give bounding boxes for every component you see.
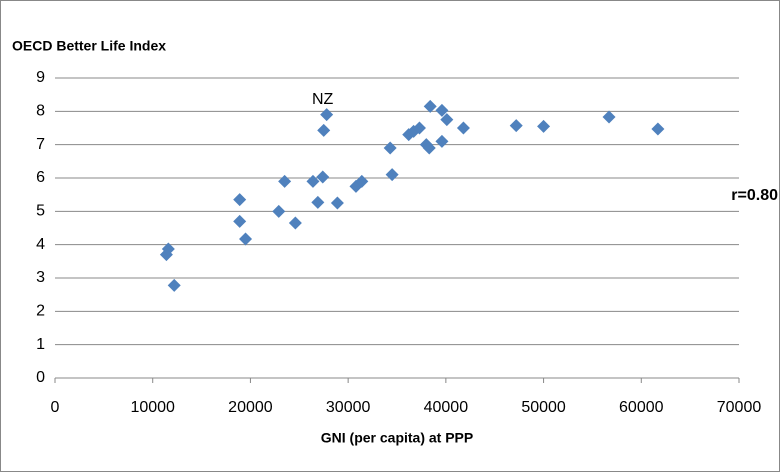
x-tick-label: 60000 (619, 399, 664, 416)
point (385, 168, 399, 182)
y-tick-label: 5 (36, 203, 45, 220)
point (306, 174, 320, 188)
point (316, 170, 330, 184)
y-tick-label: 9 (36, 69, 45, 86)
y-tick-label: 7 (36, 136, 45, 153)
point (311, 195, 325, 209)
point (167, 278, 181, 292)
point (422, 141, 436, 155)
y-tick-label: 3 (36, 269, 45, 286)
y-tick-label: 2 (36, 303, 45, 320)
point (161, 242, 175, 256)
point (288, 216, 302, 230)
point (412, 121, 426, 135)
point (317, 123, 331, 137)
point (537, 119, 551, 133)
point (435, 103, 449, 117)
x-tick-label: 20000 (228, 399, 273, 416)
x-axis-title: GNI (per capita) at PPP (321, 430, 473, 446)
y-tick-label: 4 (36, 236, 45, 253)
point (233, 214, 247, 228)
point (407, 124, 421, 138)
y-tick-label: 1 (36, 336, 45, 353)
x-tick-label: 50000 (521, 399, 566, 416)
point (509, 119, 523, 133)
point (456, 121, 470, 135)
x-tick-label: 0 (51, 399, 60, 416)
y-tick-label: 0 (36, 369, 45, 386)
point (233, 193, 247, 207)
note: r=0.80 (731, 187, 778, 204)
annotation: NZ (312, 91, 334, 108)
chart-title: OECD Better Life Index (12, 38, 166, 54)
point (651, 122, 665, 136)
x-tick-label: 30000 (326, 399, 371, 416)
point (383, 141, 397, 155)
point (239, 232, 253, 246)
point (278, 174, 292, 188)
point (320, 108, 334, 122)
x-tick-label: 10000 (130, 399, 175, 416)
y-tick-label: 6 (36, 169, 45, 186)
x-tick-label: 40000 (424, 399, 469, 416)
point (355, 174, 369, 188)
point (330, 196, 344, 210)
x-tick-label: 70000 (717, 399, 762, 416)
point (272, 204, 286, 218)
point (440, 113, 454, 127)
point (435, 134, 449, 148)
point (602, 110, 616, 124)
y-tick-label: 8 (36, 103, 45, 120)
point (423, 99, 437, 113)
